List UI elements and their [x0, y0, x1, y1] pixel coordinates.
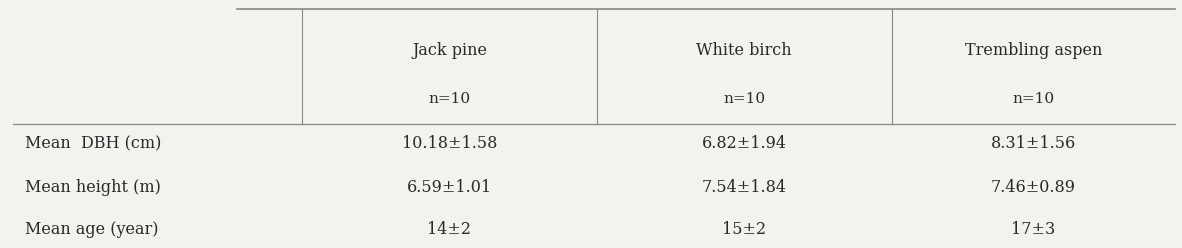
Text: 15±2: 15±2 [722, 221, 766, 238]
Text: Jack pine: Jack pine [413, 42, 487, 59]
Text: 6.59±1.01: 6.59±1.01 [407, 179, 492, 196]
Text: Mean height (m): Mean height (m) [25, 179, 161, 196]
Text: 17±3: 17±3 [1011, 221, 1056, 238]
Text: 8.31±1.56: 8.31±1.56 [991, 135, 1076, 152]
Text: Trembling aspen: Trembling aspen [965, 42, 1102, 59]
Text: 7.46±0.89: 7.46±0.89 [991, 179, 1076, 196]
Text: n=10: n=10 [1012, 93, 1054, 106]
Text: 10.18±1.58: 10.18±1.58 [402, 135, 498, 152]
Text: 7.54±1.84: 7.54±1.84 [702, 179, 787, 196]
Text: Mean age (year): Mean age (year) [25, 221, 158, 238]
Text: Mean  DBH (cm): Mean DBH (cm) [25, 135, 162, 152]
Text: White birch: White birch [696, 42, 792, 59]
Text: 6.82±1.94: 6.82±1.94 [702, 135, 787, 152]
Text: n=10: n=10 [428, 93, 470, 106]
Text: n=10: n=10 [723, 93, 766, 106]
Text: 14±2: 14±2 [428, 221, 472, 238]
